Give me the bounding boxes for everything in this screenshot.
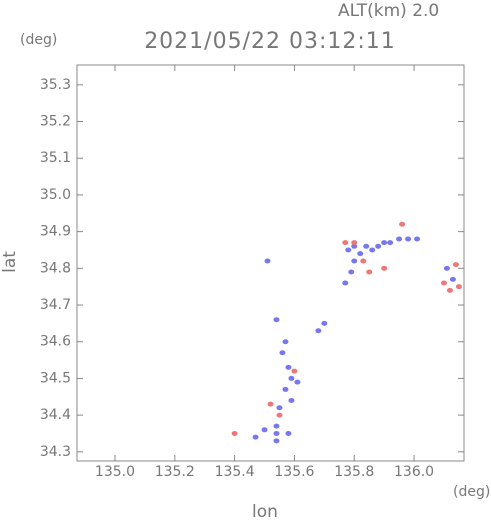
echo-point xyxy=(294,379,301,385)
echo-point xyxy=(381,240,388,246)
echo-point xyxy=(321,320,328,326)
y-tick-label: 34.9 xyxy=(40,224,71,240)
y-tick-label: 35.2 xyxy=(40,114,71,130)
echo-point xyxy=(396,236,403,242)
y-tick-label: 34.6 xyxy=(40,334,71,350)
echo-point xyxy=(273,423,280,429)
y-tick-label: 35.0 xyxy=(40,187,71,203)
echo-point xyxy=(342,280,349,286)
echo-point xyxy=(351,258,358,264)
echo-point xyxy=(455,284,462,290)
chart-title: 2021/05/22 03:12:11 xyxy=(144,29,396,54)
echo-point xyxy=(291,368,298,374)
echo-point xyxy=(414,236,421,242)
echo-point xyxy=(366,269,373,275)
echo-point xyxy=(452,262,459,268)
echo-point xyxy=(440,280,447,286)
echo-point xyxy=(276,412,283,418)
y-tick-label: 34.7 xyxy=(40,297,71,313)
y-tick-label: 35.1 xyxy=(40,150,71,166)
echo-point xyxy=(399,221,406,227)
echo-point xyxy=(348,269,355,275)
y-tick-label: 34.8 xyxy=(40,260,71,276)
x-tick-label: 135.4 xyxy=(215,464,255,480)
echo-point xyxy=(231,430,238,436)
echo-point xyxy=(273,438,280,444)
echo-point xyxy=(273,430,280,436)
echo-point xyxy=(351,240,358,246)
y-tick-label: 34.4 xyxy=(40,407,71,423)
y-axis-label: lat xyxy=(0,251,20,273)
echo-point xyxy=(279,350,286,356)
echo-point xyxy=(285,430,292,436)
echo-point xyxy=(387,240,394,246)
y-unit: (deg) xyxy=(20,32,57,48)
echo-point xyxy=(405,236,412,242)
altitude-label: ALT(km) 2.0 xyxy=(338,1,439,21)
plot-frame xyxy=(76,64,465,462)
echo-point xyxy=(252,434,259,440)
echo-point xyxy=(369,247,376,253)
echo-point xyxy=(276,405,283,411)
echo-point xyxy=(282,386,289,392)
y-tick-label: 35.3 xyxy=(40,77,71,93)
echo-point xyxy=(375,243,382,249)
x-axis-label: lon xyxy=(252,502,278,521)
echo-point xyxy=(449,276,456,282)
y-tick-label: 34.3 xyxy=(40,444,71,460)
echo-point xyxy=(381,265,388,271)
echo-point xyxy=(261,427,268,433)
x-tick-label: 135.2 xyxy=(155,464,195,480)
echo-point xyxy=(288,397,295,403)
echo-point xyxy=(357,251,364,257)
echo-point xyxy=(315,328,322,334)
x-tick-label: 136.0 xyxy=(394,464,434,480)
echo-point xyxy=(285,364,292,370)
echo-point xyxy=(360,258,367,264)
echo-point xyxy=(288,375,295,381)
x-tick-label: 135.6 xyxy=(274,464,314,480)
echo-point xyxy=(363,243,370,249)
echo-point xyxy=(342,240,349,246)
x-unit: (deg) xyxy=(453,484,490,500)
echo-point xyxy=(273,317,280,323)
echo-point xyxy=(443,265,450,271)
echo-point xyxy=(282,339,289,345)
echo-point xyxy=(267,401,274,407)
x-tick-label: 135.0 xyxy=(95,464,135,480)
echo-point xyxy=(446,287,453,293)
echo-point xyxy=(345,247,352,253)
echo-point xyxy=(351,243,358,249)
echo-point xyxy=(264,258,271,264)
y-tick-label: 34.5 xyxy=(40,370,71,386)
x-tick-label: 135.8 xyxy=(334,464,374,480)
